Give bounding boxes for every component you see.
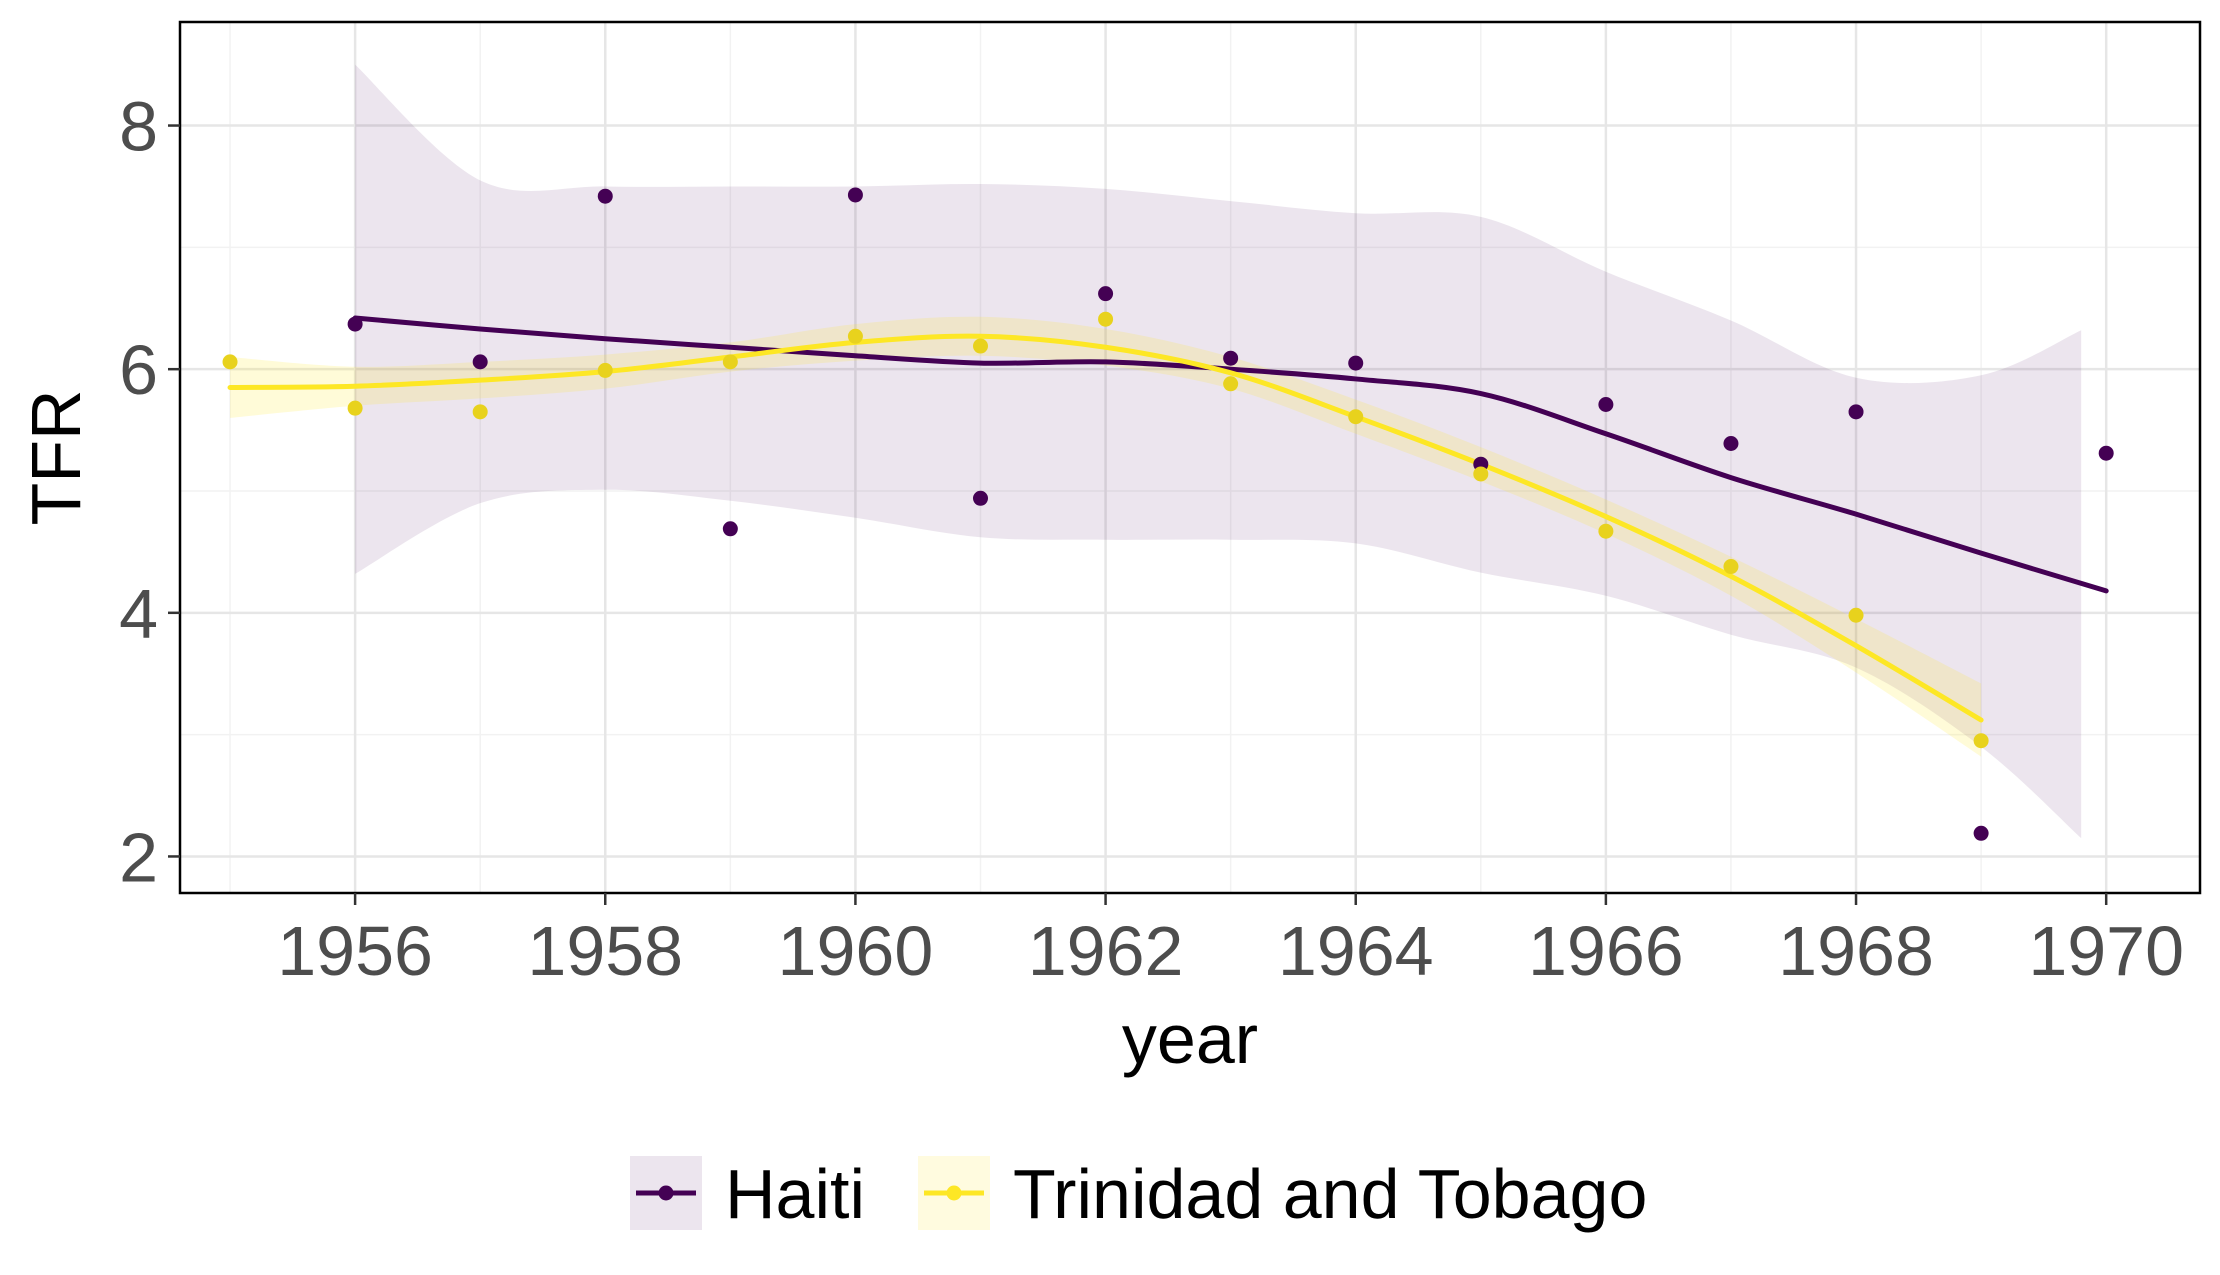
y-axis-ticks: 2 4 6 8 — [119, 88, 180, 896]
data-point-1 — [1973, 733, 1989, 749]
data-point-0 — [722, 521, 738, 537]
plot-panel — [180, 22, 2200, 893]
data-point-0 — [1223, 350, 1239, 366]
legend-key-0 — [630, 1156, 702, 1230]
confidence-band-1 — [230, 316, 1982, 757]
legend-key-point — [946, 1185, 962, 1201]
y-axis-title: TFR — [17, 389, 95, 525]
x-tick-label: 1960 — [778, 912, 934, 990]
x-tick-label: 1968 — [1778, 912, 1934, 990]
legend-label-0: Haiti — [725, 1155, 865, 1233]
y-tick-label: 4 — [119, 575, 158, 653]
confidence-bands — [230, 64, 2082, 839]
smooth-line-1 — [227, 333, 1984, 723]
data-point-1 — [472, 404, 488, 420]
data-points — [222, 187, 2114, 841]
data-point-0 — [1348, 355, 1364, 371]
legend: Haiti Trinidad and Tobago — [630, 1155, 1647, 1233]
data-point-1 — [972, 338, 988, 354]
data-point-1 — [1848, 607, 1864, 623]
confidence-band-0 — [355, 64, 2082, 839]
data-point-0 — [597, 188, 613, 204]
grid-lines — [180, 22, 2200, 893]
data-point-1 — [597, 362, 613, 378]
data-point-1 — [1723, 559, 1739, 575]
data-point-0 — [1098, 286, 1114, 302]
data-point-0 — [1973, 825, 1989, 841]
data-point-0 — [1848, 404, 1864, 420]
data-point-1 — [1598, 523, 1614, 539]
data-point-0 — [972, 490, 988, 506]
y-tick-label: 6 — [119, 331, 158, 409]
x-axis-ticks: 1956 1958 1960 1962 1964 1966 1968 1970 — [277, 893, 2184, 990]
y-tick-label: 8 — [119, 88, 158, 166]
x-tick-label: 1956 — [277, 912, 433, 990]
data-point-1 — [1098, 311, 1114, 327]
data-point-0 — [847, 187, 863, 203]
y-tick-label: 2 — [119, 818, 158, 896]
legend-key-point — [658, 1185, 674, 1201]
x-tick-label: 1958 — [527, 912, 683, 990]
data-point-0 — [472, 354, 488, 370]
smooth-line-0 — [352, 315, 2109, 594]
x-tick-label: 1962 — [1028, 912, 1184, 990]
data-point-1 — [722, 354, 738, 370]
x-tick-label: 1964 — [1278, 912, 1434, 990]
legend-key-1 — [918, 1156, 990, 1230]
data-point-1 — [847, 328, 863, 344]
data-point-0 — [1723, 435, 1739, 451]
legend-label-1: Trinidad and Tobago — [1013, 1155, 1647, 1233]
data-point-0 — [347, 316, 363, 332]
data-point-0 — [2098, 445, 2114, 461]
data-point-1 — [1223, 376, 1239, 392]
data-point-0 — [1598, 397, 1614, 413]
data-point-1 — [222, 354, 238, 370]
x-axis-title: year — [1122, 1000, 1258, 1078]
x-tick-label: 1966 — [1528, 912, 1684, 990]
panel-border — [178, 20, 2202, 895]
data-point-1 — [1348, 409, 1364, 425]
data-point-1 — [347, 400, 363, 416]
x-tick-label: 1970 — [2028, 912, 2184, 990]
data-point-1 — [1473, 466, 1489, 482]
smooth-lines — [227, 315, 2109, 723]
panel-background — [180, 22, 2200, 893]
